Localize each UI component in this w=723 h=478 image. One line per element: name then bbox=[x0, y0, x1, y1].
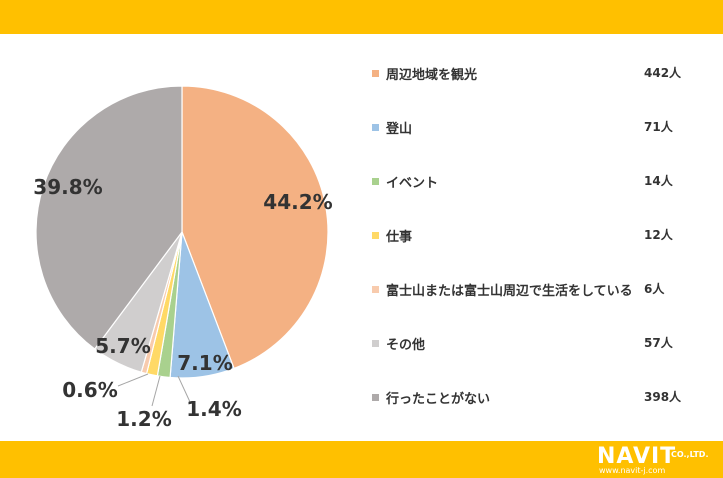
legend-item-0: 周辺地域を観光 442人 bbox=[372, 64, 702, 86]
pie-slice bbox=[181, 85, 329, 370]
legend-count: 71人 bbox=[644, 120, 673, 134]
leader-line bbox=[151, 375, 161, 407]
logo-suffix: CO.,LTD. bbox=[671, 450, 709, 459]
legend-item-6: 行ったことがない 398人 bbox=[372, 388, 702, 410]
legend-swatch bbox=[372, 340, 379, 347]
bottom-banner bbox=[0, 441, 723, 478]
legend-swatch bbox=[372, 232, 379, 239]
top-banner bbox=[0, 0, 723, 34]
legend-swatch bbox=[372, 394, 379, 401]
legend-swatch bbox=[372, 286, 379, 293]
pie-slice bbox=[35, 85, 183, 350]
slice-data-label: 7.1% bbox=[177, 351, 232, 375]
legend-swatch bbox=[372, 70, 379, 77]
slice-data-label: 0.6% bbox=[62, 378, 117, 402]
legend-count: 57人 bbox=[644, 336, 673, 350]
legend-swatch bbox=[372, 124, 379, 131]
legend-count: 398人 bbox=[644, 390, 682, 404]
legend-count: 6人 bbox=[644, 282, 665, 296]
legend-item-1: 登山 71人 bbox=[372, 118, 702, 140]
legend-item-5: その他 57人 bbox=[372, 334, 702, 356]
slice-data-label: 1.4% bbox=[186, 397, 241, 421]
legend-label: 富士山または富士山周辺で生活をしている bbox=[386, 284, 633, 299]
logo-name: NAVIT bbox=[597, 444, 677, 469]
legend-item-3: 仕事 12人 bbox=[372, 226, 702, 248]
legend-swatch bbox=[372, 178, 379, 185]
leader-line bbox=[117, 373, 149, 387]
legend-label: 仕事 bbox=[386, 230, 413, 245]
slice-data-label: 44.2% bbox=[263, 190, 332, 214]
pie-chart: 44.2% 7.1% 1.4% 1.2% 0.6% 5.7% 39.8% bbox=[33, 85, 333, 431]
slice-data-label: 5.7% bbox=[95, 334, 150, 358]
legend-label: 周辺地域を観光 bbox=[386, 68, 478, 83]
legend-count: 12人 bbox=[644, 228, 673, 242]
legend-count: 14人 bbox=[644, 174, 673, 188]
legend-item-2: イベント 14人 bbox=[372, 172, 702, 194]
legend-label: 登山 bbox=[386, 122, 413, 137]
leader-line bbox=[177, 375, 191, 403]
legend-label: イベント bbox=[386, 176, 439, 191]
legend-count: 442人 bbox=[644, 66, 682, 80]
legend-label: その他 bbox=[386, 338, 426, 353]
logo-url: www.navit-j.com bbox=[599, 466, 666, 475]
slice-data-label: 39.8% bbox=[33, 175, 102, 199]
company-logo: NAVIT CO.,LTD. www.navit-j.com bbox=[597, 444, 717, 476]
slice-data-label: 1.2% bbox=[116, 407, 171, 431]
legend-label: 行ったことがない bbox=[386, 392, 491, 407]
legend-item-4: 富士山または富士山周辺で生活をしている 6人 bbox=[372, 280, 702, 302]
